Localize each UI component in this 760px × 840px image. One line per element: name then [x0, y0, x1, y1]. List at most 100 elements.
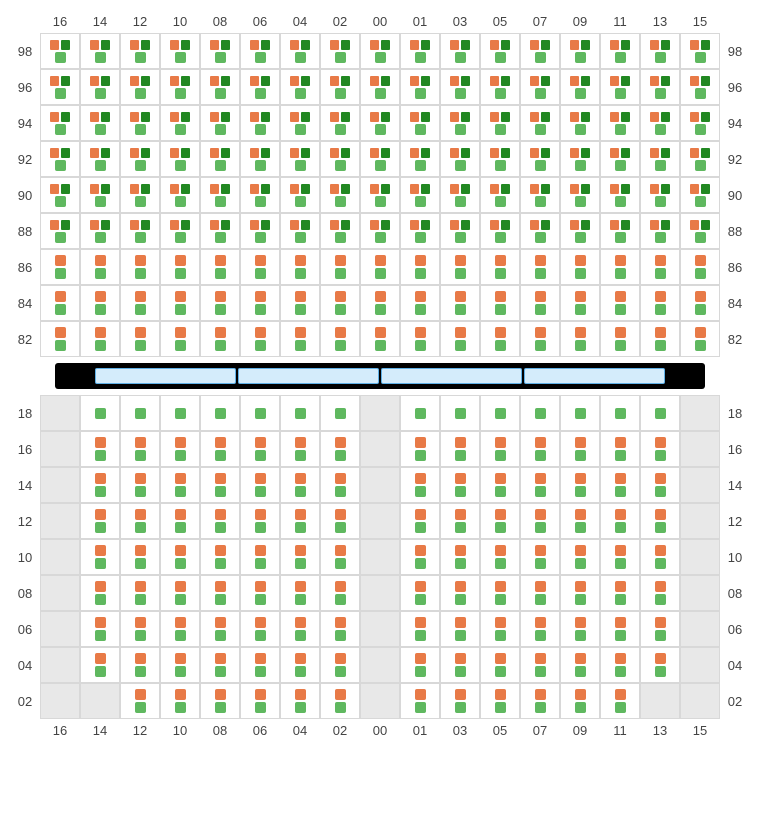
- seat-cell: [440, 575, 480, 611]
- row-label: 14: [10, 467, 40, 503]
- seat-cell: [560, 539, 600, 575]
- seat-cell: [240, 395, 280, 431]
- seat-square: [255, 304, 266, 315]
- seat-cell: [200, 467, 240, 503]
- seat-cell: [400, 539, 440, 575]
- seat-square: [61, 76, 70, 86]
- seat-square: [255, 88, 266, 99]
- seat-square: [215, 255, 226, 266]
- row-label: 98: [10, 33, 40, 69]
- seat-square: [330, 148, 339, 158]
- seat-square: [295, 88, 306, 99]
- seat-square: [135, 522, 146, 533]
- seat-square: [570, 220, 579, 230]
- seat-square: [375, 232, 386, 243]
- seat-square: [175, 653, 186, 664]
- seat-cell: [240, 431, 280, 467]
- seat-square: [461, 76, 470, 86]
- seat-cell: [120, 33, 160, 69]
- seat-cell: [640, 321, 680, 357]
- seat-square: [655, 291, 666, 302]
- seat-square: [495, 291, 506, 302]
- seat-cell: [600, 539, 640, 575]
- seat-square: [535, 232, 546, 243]
- seat-square: [530, 112, 539, 122]
- seat-square: [575, 160, 586, 171]
- seat-cell: [560, 431, 600, 467]
- row-label: 94: [720, 105, 750, 141]
- seat-square: [530, 76, 539, 86]
- seat-square: [215, 702, 226, 713]
- seat-square: [101, 112, 110, 122]
- seat-square: [181, 148, 190, 158]
- seat-square: [615, 689, 626, 700]
- seat-cell: [640, 467, 680, 503]
- seat-cell: [280, 683, 320, 719]
- seat-cell: [40, 321, 80, 357]
- seat-cell: [480, 33, 520, 69]
- seat-square: [575, 545, 586, 556]
- seat-square: [210, 148, 219, 158]
- seat-square: [695, 124, 706, 135]
- seat-square: [535, 545, 546, 556]
- seat-cell: [560, 285, 600, 321]
- seat-cell: [120, 683, 160, 719]
- seat-square: [335, 52, 346, 63]
- seat-square: [615, 473, 626, 484]
- empty-cell: [40, 431, 80, 467]
- seat-square: [175, 268, 186, 279]
- seat-square: [495, 486, 506, 497]
- seat-square: [335, 160, 346, 171]
- seat-square: [95, 88, 106, 99]
- seat-square: [215, 617, 226, 628]
- seat-square: [535, 160, 546, 171]
- seat-square: [381, 220, 390, 230]
- seat-square: [295, 196, 306, 207]
- seat-square: [455, 545, 466, 556]
- seat-square: [495, 509, 506, 520]
- seat-square: [575, 408, 586, 419]
- seat-cell: [440, 321, 480, 357]
- seat-square: [575, 52, 586, 63]
- seat-cell: [40, 213, 80, 249]
- seat-square: [415, 473, 426, 484]
- seat-square: [610, 112, 619, 122]
- seat-square: [575, 88, 586, 99]
- seat-cell: [480, 503, 520, 539]
- seat-square: [490, 76, 499, 86]
- col-header: 02: [320, 10, 360, 33]
- seat-square: [421, 184, 430, 194]
- seat-cell: [160, 395, 200, 431]
- seat-square: [295, 473, 306, 484]
- seat-square: [175, 124, 186, 135]
- seat-cell: [320, 213, 360, 249]
- seat-square: [575, 268, 586, 279]
- row-label: 86: [10, 249, 40, 285]
- seat-square: [175, 327, 186, 338]
- seat-square: [655, 522, 666, 533]
- seat-square: [90, 112, 99, 122]
- seat-square: [535, 255, 546, 266]
- col-header: 11: [600, 719, 640, 742]
- seat-square: [341, 112, 350, 122]
- seat-square: [690, 148, 699, 158]
- seat-square: [95, 304, 106, 315]
- seat-square: [535, 617, 546, 628]
- seat-square: [95, 581, 106, 592]
- seat-square: [415, 630, 426, 641]
- seat-square: [135, 666, 146, 677]
- seat-cell: [640, 539, 680, 575]
- seat-square: [655, 558, 666, 569]
- seat-square: [101, 40, 110, 50]
- seat-cell: [360, 213, 400, 249]
- seat-square: [450, 148, 459, 158]
- seat-cell: [280, 33, 320, 69]
- seat-square: [535, 268, 546, 279]
- col-header: 01: [400, 10, 440, 33]
- seat-cell: [680, 249, 720, 285]
- col-header: 16: [40, 719, 80, 742]
- seat-square: [535, 630, 546, 641]
- seat-square: [50, 220, 59, 230]
- seat-cell: [160, 105, 200, 141]
- divider-bar: [55, 363, 705, 389]
